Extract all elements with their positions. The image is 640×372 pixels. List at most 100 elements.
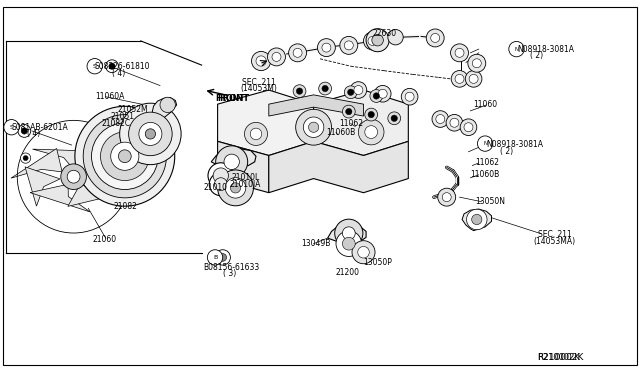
Circle shape [23,155,28,161]
Circle shape [368,111,374,118]
Circle shape [446,115,463,131]
Polygon shape [25,167,60,206]
Circle shape [468,54,486,72]
Circle shape [465,71,482,87]
Text: ( 2): ( 2) [500,147,514,155]
Text: 13050N: 13050N [475,197,505,206]
Text: N08918-3081A: N08918-3081A [517,45,574,54]
Circle shape [224,154,239,170]
Text: ( 2): ( 2) [530,51,543,60]
Text: 11060A: 11060A [95,92,124,101]
Circle shape [322,85,328,92]
Circle shape [303,117,324,138]
Text: B: B [213,255,217,260]
Polygon shape [84,141,125,173]
Circle shape [340,36,358,54]
Circle shape [139,122,162,145]
Circle shape [344,86,357,99]
Circle shape [455,74,464,83]
Circle shape [293,85,306,97]
Circle shape [21,128,28,134]
Text: 21060: 21060 [93,235,117,244]
Text: SEC. 211: SEC. 211 [538,230,572,239]
Circle shape [83,115,166,198]
Text: ( 4): ( 4) [27,129,40,138]
Circle shape [61,164,86,189]
Circle shape [87,58,102,74]
Polygon shape [88,160,129,198]
Circle shape [293,48,302,57]
Text: 21082C: 21082C [101,119,131,128]
Polygon shape [269,141,408,193]
Text: ( 4): ( 4) [112,69,125,78]
Polygon shape [68,184,131,206]
Circle shape [218,170,253,206]
Text: FRONT: FRONT [215,94,244,103]
Text: 11062: 11062 [339,119,364,128]
Circle shape [365,126,378,138]
Circle shape [472,214,482,225]
Text: 11062: 11062 [475,158,499,167]
Polygon shape [218,90,314,155]
Text: 21052M: 21052M [117,105,148,114]
Text: 13050P: 13050P [364,258,392,267]
Circle shape [405,92,414,101]
Circle shape [67,170,80,183]
Circle shape [244,122,268,145]
Circle shape [18,125,31,137]
Circle shape [120,103,181,165]
Circle shape [317,39,335,57]
Circle shape [296,109,332,145]
Circle shape [378,89,387,98]
Text: N: N [515,46,518,52]
Circle shape [92,123,158,189]
Circle shape [472,59,481,68]
Circle shape [467,209,487,230]
Circle shape [336,231,362,256]
Circle shape [20,153,31,163]
Circle shape [426,29,444,47]
Circle shape [129,112,172,155]
Circle shape [366,29,389,52]
Text: 13049B: 13049B [301,239,330,248]
Circle shape [296,88,303,94]
Circle shape [319,82,332,95]
Circle shape [118,150,131,163]
Circle shape [256,56,266,66]
Circle shape [455,48,464,57]
Circle shape [225,177,246,198]
Circle shape [111,142,139,170]
Text: S08226-61810: S08226-61810 [95,62,150,71]
Circle shape [268,48,285,66]
Circle shape [350,82,367,98]
Circle shape [308,122,319,132]
Text: 21200: 21200 [336,268,360,277]
Circle shape [344,41,353,50]
Polygon shape [11,148,62,178]
Circle shape [391,115,397,122]
Circle shape [106,60,118,73]
Circle shape [469,74,478,83]
Circle shape [401,89,418,105]
Circle shape [335,219,363,247]
Polygon shape [30,184,90,212]
Text: R210002K: R210002K [538,353,584,362]
Polygon shape [152,97,177,122]
Circle shape [346,108,352,115]
Circle shape [342,227,355,240]
Circle shape [358,247,369,258]
Circle shape [388,29,403,45]
Text: 11060B: 11060B [470,170,500,179]
Text: SEC. 211: SEC. 211 [242,78,276,87]
Circle shape [75,106,175,206]
Text: 11060: 11060 [474,100,498,109]
Polygon shape [269,95,364,116]
Circle shape [213,168,228,183]
Circle shape [374,86,391,102]
Circle shape [207,250,223,265]
Circle shape [272,52,281,61]
Text: B08156-61633: B08156-61633 [204,263,260,272]
Polygon shape [462,209,492,231]
Circle shape [322,43,331,52]
Circle shape [388,112,401,125]
